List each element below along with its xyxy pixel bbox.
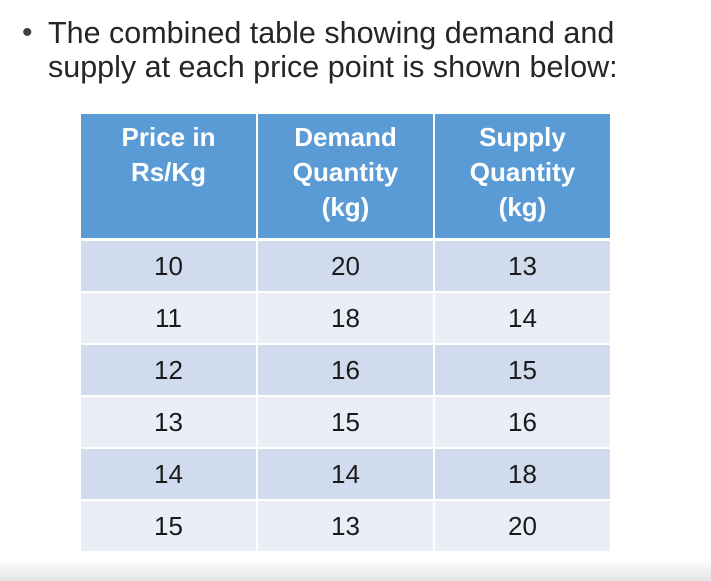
header-price: Price in Rs/Kg [81, 114, 258, 241]
header-supply-quantity: Supply Quantity (kg) [434, 114, 610, 241]
bottom-shadow [0, 559, 711, 581]
cell-price: 11 [81, 292, 258, 345]
demand-supply-table: Price in Rs/Kg Demand Quantity (kg) Supp… [81, 114, 610, 553]
cell-price: 10 [81, 239, 258, 293]
table-row: 12 16 15 [81, 344, 610, 397]
bullet-point: • The combined table showing demand and … [22, 16, 692, 84]
bullet-dot-icon: • [22, 16, 33, 49]
cell-price: 14 [81, 448, 258, 501]
cell-supply: 20 [434, 500, 610, 553]
table-header-row: Price in Rs/Kg Demand Quantity (kg) Supp… [81, 114, 610, 241]
bullet-text: The combined table showing demand and su… [48, 16, 618, 84]
cell-demand: 14 [257, 448, 435, 501]
cell-demand: 16 [257, 344, 435, 397]
table-row: 13 15 16 [81, 396, 610, 449]
cell-price: 12 [81, 344, 258, 397]
table-row: 14 14 18 [81, 448, 610, 501]
cell-supply: 18 [434, 448, 610, 501]
cell-price: 13 [81, 396, 258, 449]
cell-supply: 16 [434, 396, 610, 449]
cell-supply: 14 [434, 292, 610, 345]
table-row: 11 18 14 [81, 292, 610, 345]
cell-supply: 15 [434, 344, 610, 397]
cell-demand: 13 [257, 500, 435, 553]
table-row: 15 13 20 [81, 500, 610, 553]
cell-price: 15 [81, 500, 258, 553]
cell-demand: 18 [257, 292, 435, 345]
cell-demand: 15 [257, 396, 435, 449]
cell-demand: 20 [257, 239, 435, 293]
cell-supply: 13 [434, 239, 610, 293]
table-row: 10 20 13 [81, 239, 610, 293]
header-demand-quantity: Demand Quantity (kg) [257, 114, 435, 241]
